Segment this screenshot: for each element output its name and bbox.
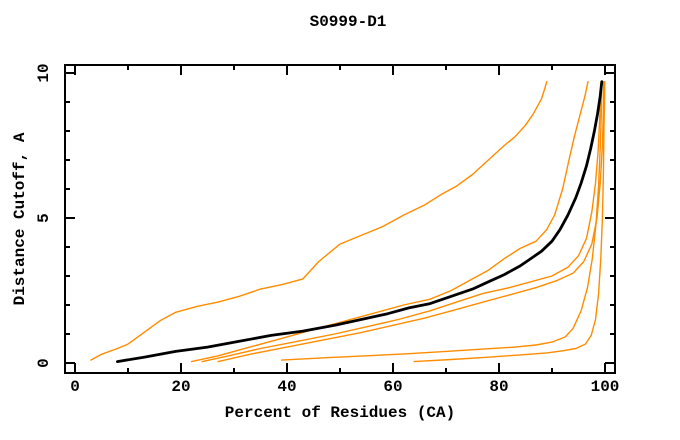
x-tick-label: 60 — [383, 378, 402, 396]
curve-model — [116, 80, 604, 364]
y-tick-label: 10 — [35, 63, 53, 82]
chart-title: S0999-D1 — [310, 13, 387, 31]
curve-template-6 — [413, 80, 606, 363]
y-tick-label: 5 — [35, 213, 53, 223]
curve-template-3 — [201, 80, 602, 363]
y-tick-label: 0 — [35, 358, 53, 368]
x-tick-label: 40 — [277, 378, 296, 396]
plot-box — [64, 64, 616, 374]
curve-template-4 — [217, 80, 605, 363]
x-axis-label: Percent of Residues (CA) — [225, 404, 455, 422]
x-tick-label: 80 — [489, 378, 508, 396]
curve-template-5 — [281, 80, 603, 361]
curve-template-1 — [90, 80, 548, 361]
curve-template-2 — [190, 80, 589, 363]
y-axis-label: Distance Cutoff, A — [11, 132, 29, 305]
x-tick-label: 100 — [591, 378, 620, 396]
x-tick-label: 20 — [171, 378, 190, 396]
x-tick-label: 0 — [70, 378, 80, 396]
